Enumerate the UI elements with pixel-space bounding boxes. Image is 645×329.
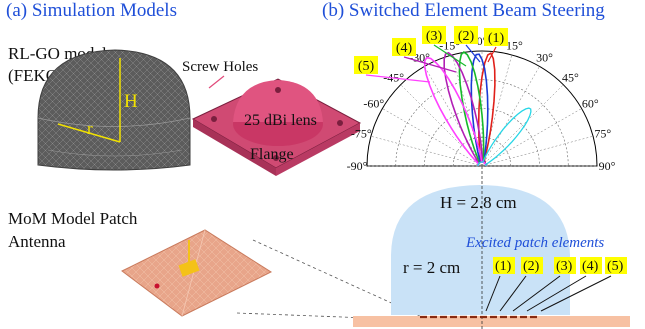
beam-tag-5: (5) — [358, 59, 375, 74]
beam-trace-cyan — [477, 107, 532, 166]
polar-spoke-7 — [481, 54, 513, 167]
mom-patch-antenna — [121, 229, 273, 317]
polar-angle-label-10: 60° — [582, 97, 599, 111]
screw-holes-label: Screw Holes — [182, 59, 258, 75]
polar-pattern-plot: -90°-75°-60°-45°-30°-15°0°15°30°45°60°75… — [347, 26, 616, 173]
mom-label-line1: MoM Model Patch — [8, 209, 138, 228]
polar-angle-label-9: 45° — [562, 71, 579, 85]
polar-ring-1 — [424, 108, 540, 167]
beam-tag-1: (1) — [488, 31, 505, 46]
lens-dbi-label: 25 dBi lens — [244, 112, 317, 129]
polar-angle-label-6: 0° — [477, 34, 488, 48]
polar-angle-label-7: 15° — [506, 38, 523, 52]
beam-tag-2: (2) — [458, 29, 475, 44]
element-tag-3: (3) — [556, 259, 573, 274]
element-tag-1: (1) — [495, 259, 512, 274]
beam-tag-arrow-5 — [365, 74, 431, 83]
beam-tag-box-3 — [422, 26, 446, 44]
flange-label: Flange — [250, 146, 294, 163]
beam-tag-box-5 — [354, 56, 378, 74]
polar-angle-label-0: -90° — [347, 159, 368, 173]
beam-tag-arrow-3 — [433, 44, 467, 67]
beam-tag-box-1 — [484, 28, 508, 46]
beam-tag-arrow-1 — [487, 46, 497, 63]
title-beam-steering: (b) Switched Element Beam Steering — [322, 0, 605, 21]
beam-tag-3: (3) — [426, 29, 443, 44]
beam-tag-arrow-2 — [465, 44, 481, 63]
polar-spoke-4 — [424, 66, 483, 167]
beam-tag-box-2 — [454, 26, 478, 44]
polar-spoke-1 — [370, 135, 483, 167]
polar-spoke-2 — [382, 108, 483, 167]
lens-flange-model — [191, 75, 362, 176]
excited-elements-label: Excited patch elements — [465, 235, 604, 251]
dim-r-label: r — [87, 119, 93, 138]
polar-angle-label-12: 90° — [599, 159, 616, 173]
element-tag-2: (2) — [523, 259, 540, 274]
polar-spoke-11 — [481, 135, 594, 167]
polar-angle-label-1: -75° — [351, 127, 372, 141]
beam-tag-4: (4) — [396, 41, 413, 56]
title-simulation-models: (a) Simulation Models — [6, 0, 177, 21]
polar-angle-label-2: -60° — [363, 97, 384, 111]
dim-h-label: H — [124, 91, 138, 112]
element-tag-4: (4) — [582, 259, 599, 274]
polar-spoke-9 — [481, 84, 564, 167]
polar-spoke-8 — [481, 66, 540, 167]
element-tag-5: (5) — [607, 259, 624, 274]
lens-height-label: H = 2.8 cm — [440, 193, 517, 212]
mom-label-line2: Antenna — [8, 232, 66, 251]
polar-spoke-5 — [451, 54, 483, 167]
polar-angle-label-11: 75° — [594, 127, 611, 141]
lens-cross-section — [353, 166, 630, 329]
beam-tag-arrow-4 — [403, 56, 457, 73]
polar-spoke-3 — [400, 84, 483, 167]
polar-ring-2 — [395, 79, 569, 167]
polar-spoke-10 — [481, 108, 582, 167]
lens-radius-label: r = 2 cm — [403, 258, 460, 277]
polar-angle-label-8: 30° — [536, 51, 553, 65]
rlgo-dome-model — [37, 49, 191, 171]
element-tags: (1) (2) (3) (4) (5) — [485, 257, 627, 312]
beam-tag-box-4 — [392, 38, 416, 56]
